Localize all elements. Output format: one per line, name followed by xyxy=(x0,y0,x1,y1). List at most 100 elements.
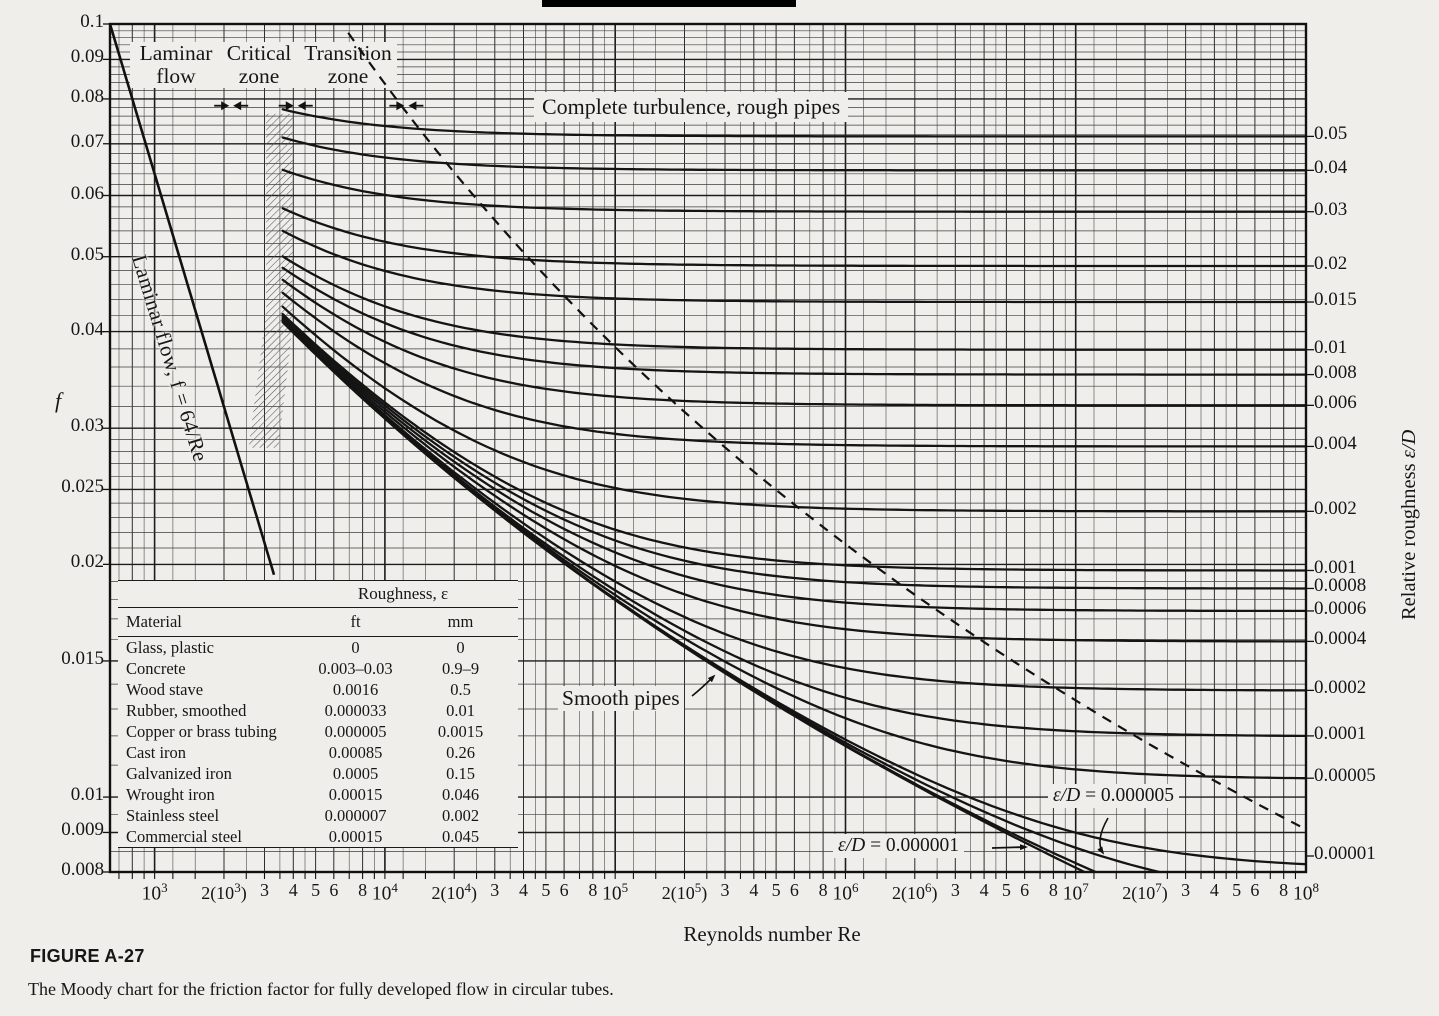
re-tick-label: 6 xyxy=(559,880,569,900)
cell-material: Wood stave xyxy=(126,680,204,699)
roughness-value-label: 0.03 xyxy=(1314,198,1348,220)
cell-ft: 0.000033 xyxy=(324,701,387,720)
table-row: Copper or brass tubing 0.000005 0.0015 xyxy=(118,721,518,742)
table-row: Commercial steel 0.00015 0.045 xyxy=(118,826,518,847)
zone-label-line: zone xyxy=(327,64,369,88)
cell-mm: 0.045 xyxy=(441,827,480,846)
zone-label-line: Laminar xyxy=(139,41,213,65)
roughness-table-title: Roughness, ε xyxy=(357,584,449,603)
cell-material: Commercial steel xyxy=(126,827,242,846)
cell-mm: 0.26 xyxy=(446,743,475,762)
eps-over-d-value: = 0.000001 xyxy=(865,835,960,856)
f-tick-label: 0.06 xyxy=(70,182,104,204)
f-tick-label: 0.05 xyxy=(70,243,104,265)
re-tick-label: 3 xyxy=(1181,880,1191,900)
cell-material: Glass, plastic xyxy=(126,638,214,657)
zone-label-transition-zone: Transition zone xyxy=(299,42,397,88)
col-header-ft: ft xyxy=(350,612,361,631)
eps-over-d-math: ε/D xyxy=(838,835,866,856)
zone-label-line: zone xyxy=(238,64,280,88)
cell-ft: 0.00015 xyxy=(328,785,383,804)
roughness-value-label: 0.004 xyxy=(1314,433,1357,455)
roughness-table-header-row: Material ft mm xyxy=(118,607,518,636)
re-tick-label: 8 xyxy=(1048,880,1058,900)
roughness-value-label: 0.002 xyxy=(1314,498,1357,520)
col-header-material: Material xyxy=(126,612,182,631)
re-axis-title: Reynolds number Re xyxy=(683,922,861,946)
roughness-value-label: 0.001 xyxy=(1314,557,1357,579)
cell-material: Rubber, smoothed xyxy=(126,701,247,720)
cell-ft: 0.0016 xyxy=(332,680,379,699)
re-tick-label: 5 xyxy=(1232,880,1242,900)
cell-mm: 0.002 xyxy=(441,806,480,825)
f-tick-label: 0.07 xyxy=(70,130,104,152)
re-tick-label: 8 xyxy=(1279,880,1289,900)
eps-over-d-value: = 0.000005 xyxy=(1080,785,1175,806)
smooth-pipes-label: Smooth pipes xyxy=(558,686,684,711)
cell-mm: 0.046 xyxy=(441,785,480,804)
cell-material: Cast iron xyxy=(126,743,187,762)
re-tick-label: 108 xyxy=(1293,880,1319,905)
table-row: Cast iron 0.00085 0.26 xyxy=(118,742,518,763)
f-tick-label: 0.008 xyxy=(61,859,104,880)
zone-label-critical-zone: Critical zone xyxy=(213,42,305,88)
figure-number: FIGURE A-27 xyxy=(30,946,145,966)
f-tick-label: 0.09 xyxy=(70,46,104,68)
redaction-bar xyxy=(542,0,796,7)
re-tick-label: 2(103) xyxy=(201,880,247,903)
f-tick-label: 0.08 xyxy=(70,85,104,107)
eps-over-d-5e-6-label: ε/D = 0.000005 xyxy=(1048,784,1180,808)
re-tick-label: 4 xyxy=(519,880,529,900)
cell-ft: 0.000005 xyxy=(324,722,387,741)
roughness-value-label: 0.00001 xyxy=(1314,843,1376,864)
cell-ft: 0.0005 xyxy=(332,764,379,783)
roughness-table: Roughness, ε Material ft mm Glass, plast… xyxy=(118,580,518,848)
cell-material: Wrought iron xyxy=(126,785,215,804)
re-tick-label: 107 xyxy=(1062,880,1089,905)
re-tick-label: 2(106) xyxy=(892,880,938,903)
f-tick-label: 0.01 xyxy=(70,784,104,806)
f-tick-label: 0.009 xyxy=(61,819,104,841)
re-tick-label: 5 xyxy=(771,880,781,900)
cell-mm: 0.5 xyxy=(450,680,471,699)
re-tick-label: 2(104) xyxy=(431,880,477,903)
re-tick-label: 8 xyxy=(358,880,368,900)
re-tick-label: 4 xyxy=(288,880,298,900)
cell-ft: 0.00085 xyxy=(328,743,383,762)
f-axis-title: f xyxy=(55,388,62,413)
zone-label-line: flow xyxy=(156,64,196,88)
cell-mm: 0.0015 xyxy=(437,722,484,741)
re-tick-label: 3 xyxy=(950,880,960,900)
cell-material: Concrete xyxy=(126,659,186,678)
complete-turbulence-label: Complete turbulence, rough pipes xyxy=(534,92,849,122)
re-tick-label: 6 xyxy=(1020,880,1030,900)
cell-ft: 0 xyxy=(351,638,360,657)
cell-mm: 0 xyxy=(456,638,465,657)
table-row: Rubber, smoothed 0.000033 0.01 xyxy=(118,700,518,721)
roughness-value-label: 0.008 xyxy=(1314,361,1357,383)
re-tick-label: 8 xyxy=(818,880,828,900)
re-tick-label: 106 xyxy=(832,880,859,905)
roughness-value-label: 0.0001 xyxy=(1314,722,1367,744)
table-row: Concrete 0.003–0.03 0.9–9 xyxy=(118,658,518,679)
re-tick-label: 5 xyxy=(311,880,321,900)
cell-ft: 0.003–0.03 xyxy=(318,659,393,678)
roughness-value-label: 0.04 xyxy=(1314,157,1348,179)
f-tick-label: 0.04 xyxy=(70,318,104,340)
roughness-value-label: 0.015 xyxy=(1314,289,1357,310)
re-tick-label: 3 xyxy=(260,880,269,900)
eps-over-d-1e-6-label: ε/D = 0.000001 xyxy=(833,834,965,858)
re-tick-label: 6 xyxy=(1250,880,1260,900)
roughness-table-bottom-rule xyxy=(118,847,518,848)
cell-material: Galvanized iron xyxy=(126,764,232,783)
re-tick-label: 6 xyxy=(329,880,339,900)
f-tick-label: 0.03 xyxy=(70,415,104,437)
table-row: Galvanized iron 0.0005 0.15 xyxy=(118,763,518,784)
table-row: Wood stave 0.0016 0.5 xyxy=(118,679,518,700)
roughness-value-label: 0.0002 xyxy=(1314,677,1367,699)
re-tick-label: 2(107) xyxy=(1122,880,1168,903)
table-row: Glass, plastic 0 0 xyxy=(118,637,518,658)
roughness-table-body: Glass, plastic 0 0 Concrete 0.003–0.03 0.9–9 W… xyxy=(118,636,518,847)
